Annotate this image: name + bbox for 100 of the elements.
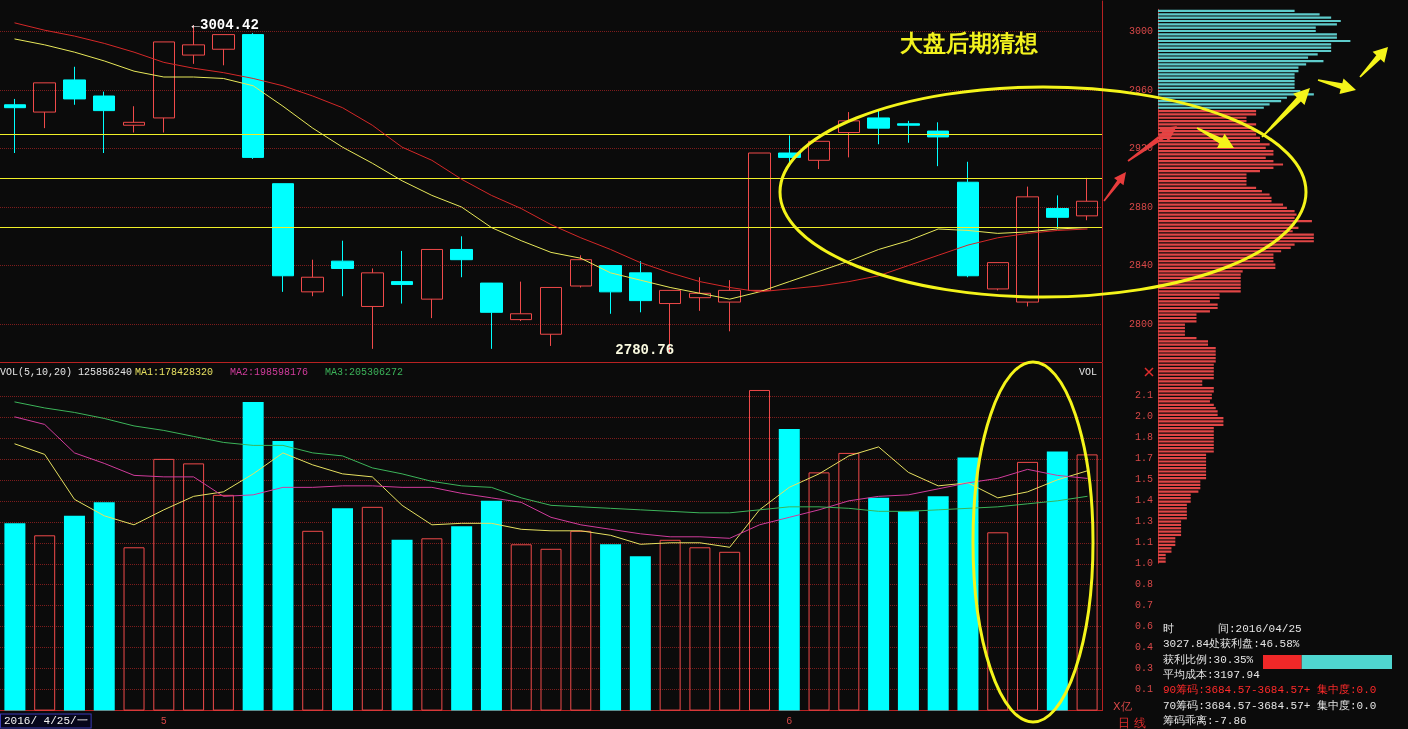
- bar: [1158, 66, 1299, 69]
- bar: [1046, 451, 1068, 711]
- chart-title: VOL(5,10,20) 125856240: [0, 366, 133, 378]
- y-tick-label: 2840: [1128, 260, 1153, 272]
- bar: [1158, 483, 1201, 486]
- bar: [1158, 407, 1216, 410]
- bar: [1158, 79, 1295, 83]
- bar: [480, 500, 502, 711]
- text: 筹码乖离:-7.86: [1163, 713, 1247, 727]
- candlestick: [63, 66, 86, 106]
- bar: [600, 544, 622, 711]
- bar: [1158, 296, 1220, 300]
- bar: [1017, 461, 1039, 711]
- bar: [1158, 340, 1209, 343]
- text: 日 线: [1118, 716, 1146, 729]
- bar: [957, 457, 979, 711]
- bar: [1158, 176, 1247, 179]
- bar: [183, 463, 205, 711]
- bar: [1158, 557, 1166, 560]
- candlestick: [361, 267, 384, 350]
- candlestick: [123, 105, 145, 134]
- bar: [1158, 196, 1272, 199]
- bar: [719, 551, 741, 711]
- bar: [1158, 59, 1324, 63]
- bar: [1158, 306, 1218, 310]
- bar: [1158, 350, 1216, 353]
- bar: [272, 440, 294, 711]
- bar: [1158, 487, 1201, 490]
- line-series: [14, 401, 1088, 514]
- annotation: ←3004.42: [191, 17, 259, 34]
- bar: [1158, 510, 1187, 513]
- bar: [153, 458, 175, 711]
- bar: [629, 556, 651, 711]
- bar: [1158, 443, 1214, 446]
- text: 时 间:2016/04/25: [1163, 622, 1302, 635]
- bar: [1158, 450, 1214, 453]
- bar: [1158, 440, 1214, 443]
- bar: [1158, 393, 1212, 396]
- text: MA2:198598176: [230, 366, 309, 378]
- bar: [1158, 433, 1214, 436]
- bar: [63, 515, 85, 711]
- candlestick: [4, 98, 26, 154]
- bar: [123, 547, 145, 711]
- bar: [1158, 83, 1295, 86]
- bar: [332, 508, 354, 711]
- bar: [1158, 437, 1214, 440]
- bar: [1158, 180, 1247, 183]
- candlestick: [153, 41, 175, 134]
- bar: [1158, 447, 1214, 450]
- bar: [1158, 386, 1214, 390]
- bar: [659, 539, 681, 711]
- text: 2016/ 4/25/一: [4, 715, 88, 727]
- bar: [1158, 533, 1182, 537]
- bar: [1158, 69, 1299, 73]
- candlestick: [957, 161, 979, 278]
- bar: [1158, 33, 1337, 36]
- bar: [1158, 430, 1214, 433]
- bar: [1158, 203, 1284, 206]
- y-tick-label: 1.8: [1134, 432, 1153, 444]
- candlestick: [838, 111, 860, 158]
- bar: [1158, 373, 1214, 376]
- bar: [1158, 49, 1332, 53]
- bar: [1158, 39, 1351, 43]
- candlestick: [421, 248, 443, 319]
- bar: [689, 547, 711, 711]
- bar: [1158, 193, 1270, 196]
- bar: [4, 523, 26, 711]
- bar: [1158, 523, 1182, 527]
- y-tick-label: 2.1: [1134, 390, 1153, 402]
- y-tick-label: 0.8: [1134, 579, 1153, 591]
- candlestick: [808, 140, 830, 170]
- bar: [302, 530, 324, 711]
- bar: [1158, 13, 1320, 16]
- bar: [93, 502, 115, 711]
- y-tick-label: 0.3: [1134, 663, 1153, 675]
- bar: [451, 526, 473, 711]
- bar: [1158, 213, 1297, 216]
- y-tick-label: 0.1: [1134, 684, 1153, 696]
- candlestick: [540, 286, 562, 347]
- bar: [1158, 420, 1224, 423]
- bar: [1158, 353, 1216, 356]
- bar: [1158, 403, 1214, 406]
- bar: [1158, 19, 1341, 23]
- bar: [1158, 503, 1187, 506]
- candlestick: [599, 265, 622, 315]
- annotation: VOL: [1079, 366, 1098, 378]
- bar: [1158, 527, 1182, 530]
- bar: [1158, 323, 1185, 326]
- candlestick: [480, 282, 503, 350]
- y-tick-label: 2880: [1128, 201, 1153, 213]
- bar: [1158, 490, 1199, 493]
- bar: [1158, 460, 1207, 463]
- bar: [391, 539, 413, 711]
- y-tick-label: 0.6: [1134, 621, 1153, 633]
- annotation: 2780.76: [615, 342, 675, 359]
- bar: [1158, 467, 1207, 470]
- bar: [1158, 93, 1314, 96]
- bar: [570, 530, 592, 711]
- bar: [1158, 463, 1207, 466]
- bar: [1158, 286, 1241, 290]
